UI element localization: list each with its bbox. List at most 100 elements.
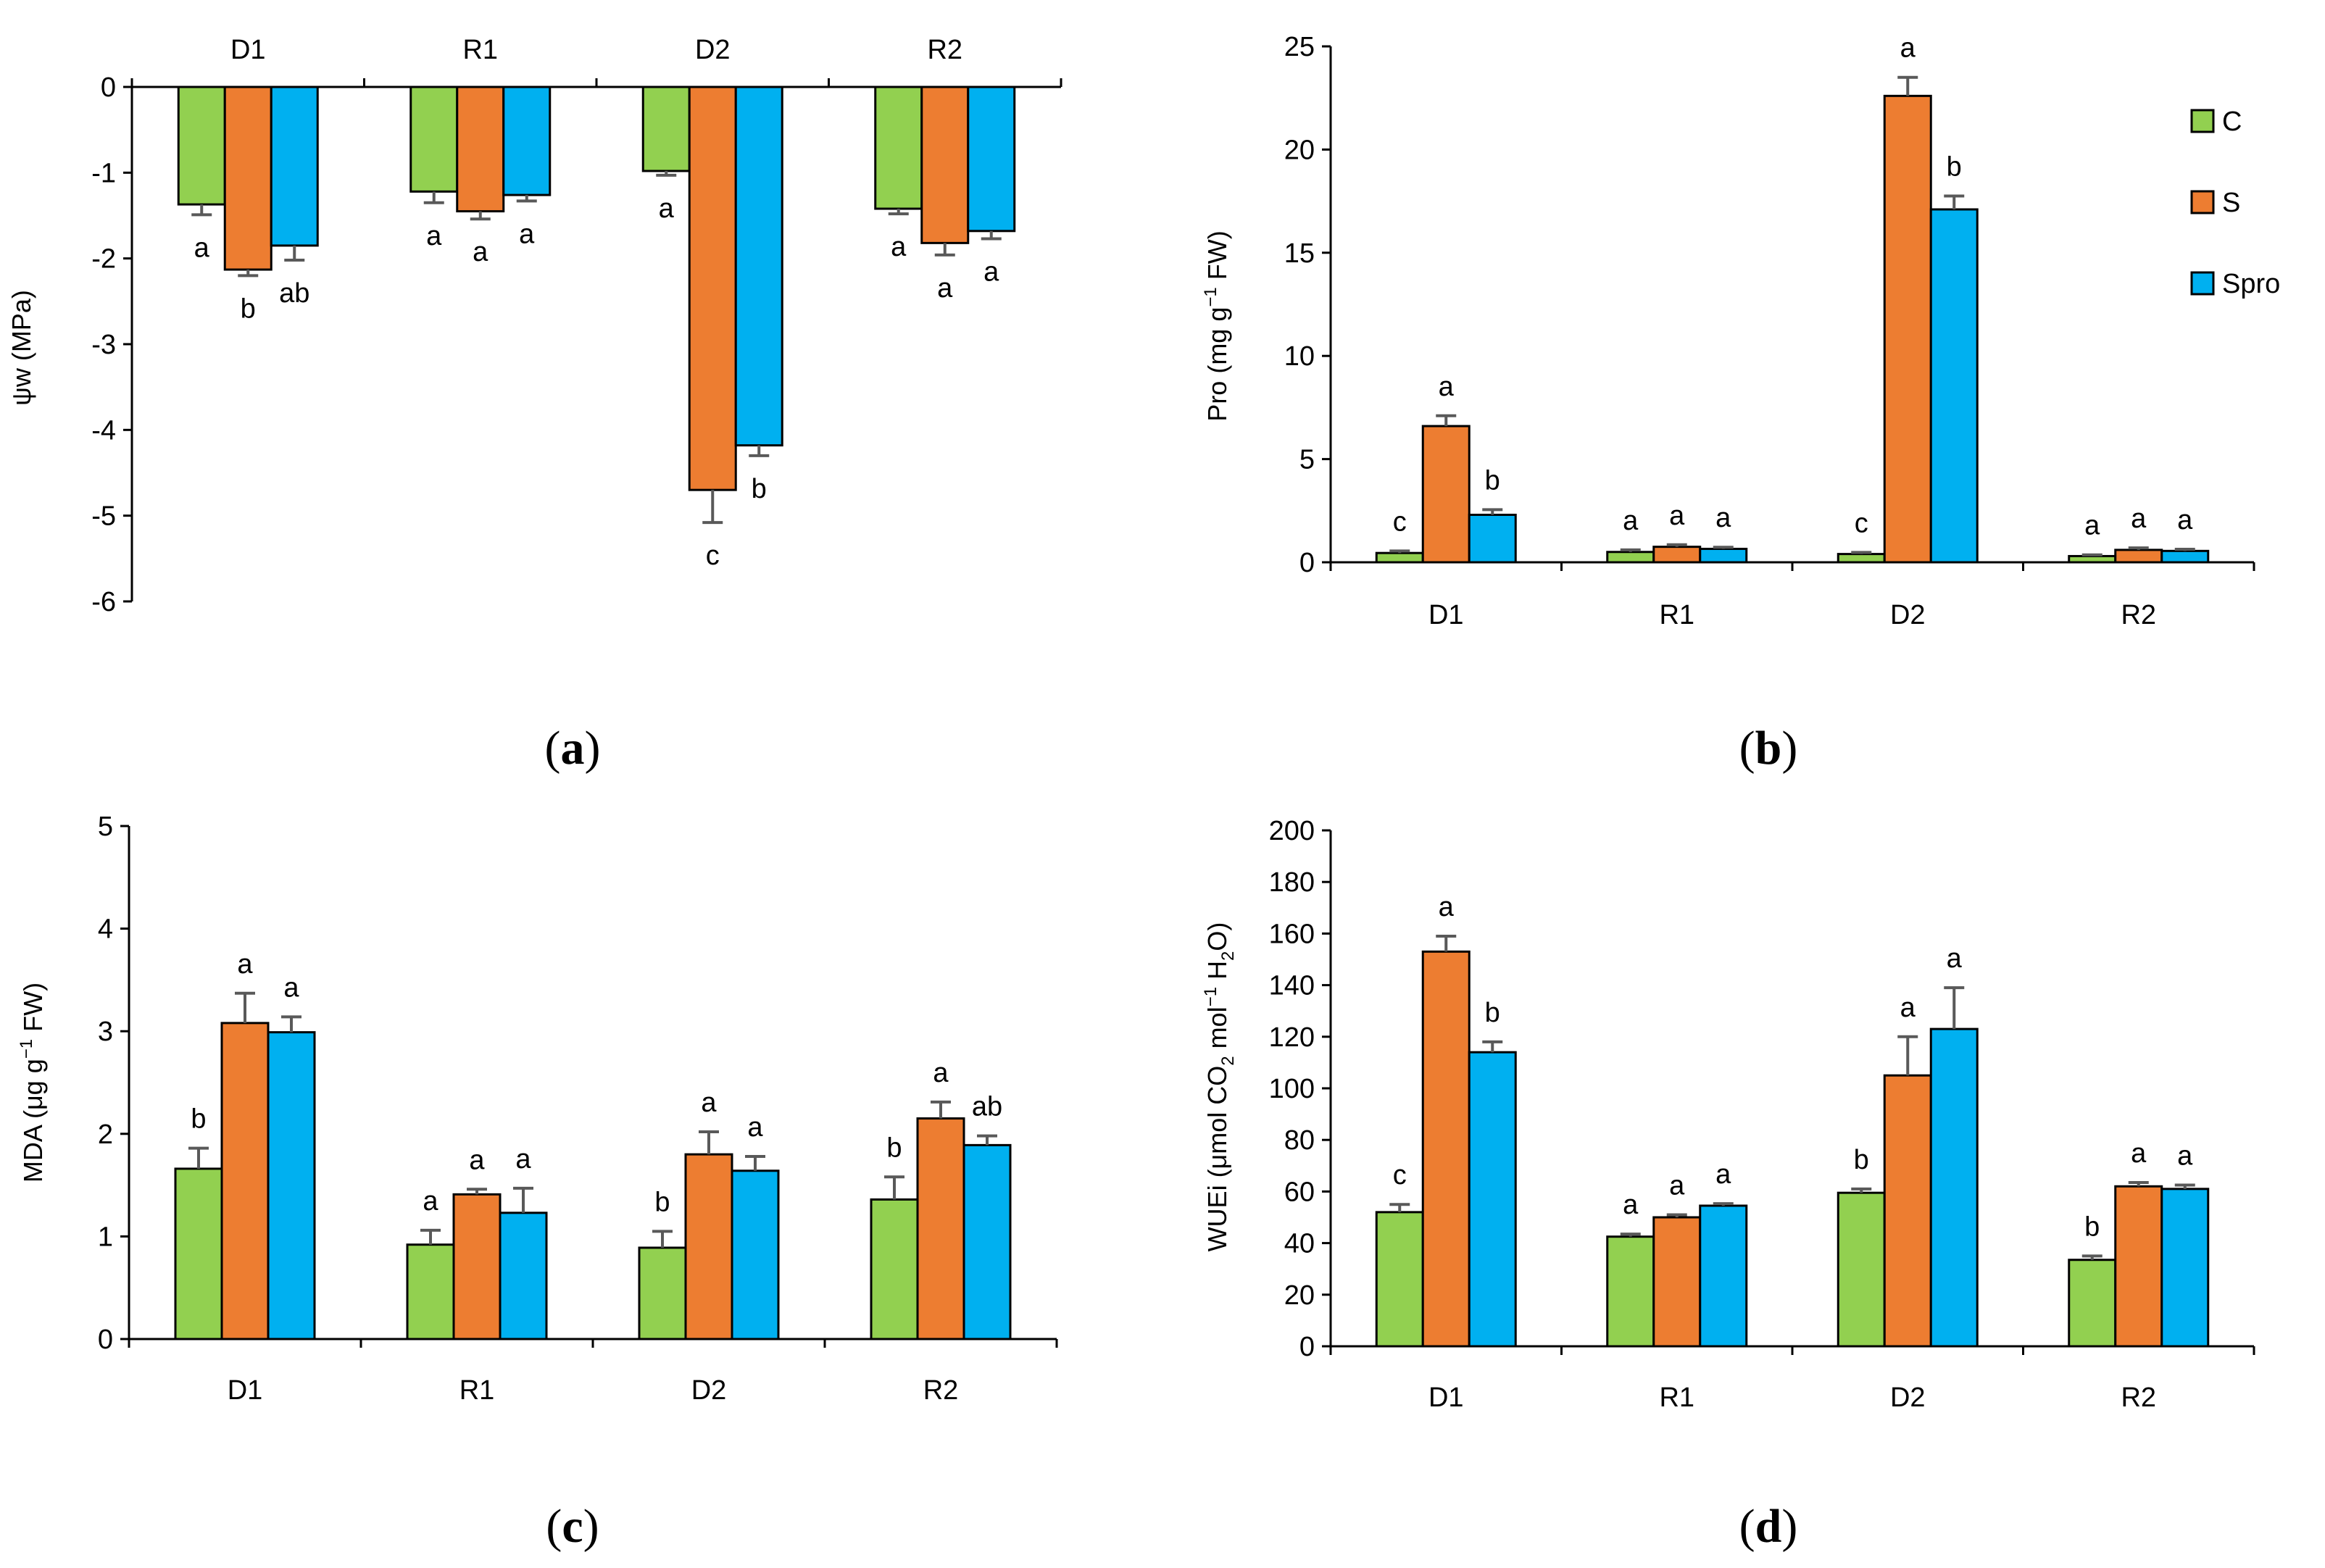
ylabel-c: MDA (μg g−1 FW) (17, 983, 48, 1183)
panel-label-a: (a) (545, 722, 601, 775)
bar-c (1837, 1191, 1886, 1348)
bar-spro (1468, 513, 1517, 564)
significance-letter: b (1485, 465, 1500, 496)
significance-letter: a (1900, 33, 1916, 64)
panel-letter-c: c (562, 1500, 583, 1553)
bar-s (2114, 1185, 2163, 1348)
significance-letter: a (1669, 501, 1685, 531)
bar-c (177, 86, 226, 206)
legend-label-s: S (2222, 188, 2240, 218)
y-tick-label: 60 (1284, 1177, 1315, 1207)
bar-s (452, 1193, 502, 1340)
legend: C S Spro (2190, 107, 2280, 299)
bar-c (1837, 553, 1886, 564)
significance-letter: a (1439, 372, 1455, 402)
bar-spro (967, 86, 1016, 233)
significance-letter: a (983, 257, 999, 287)
bar-s (916, 1117, 965, 1340)
y-tick-label: 0 (1299, 1332, 1315, 1362)
bar-c (406, 1243, 455, 1340)
significance-letter: c (1393, 506, 1407, 537)
bar-s (456, 86, 505, 213)
y-tick-label: 15 (1284, 238, 1315, 269)
significance-letter: a (1669, 1170, 1685, 1201)
significance-letter: b (241, 293, 256, 324)
category-label: R1 (1659, 1383, 1694, 1413)
significance-letter: ab (279, 278, 309, 309)
significance-letter: a (423, 1186, 438, 1217)
bar-s (223, 86, 273, 271)
significance-letter: a (1900, 993, 1916, 1023)
bar-s (1652, 546, 1702, 564)
y-tick-label: 0 (1299, 548, 1315, 578)
y-tick-label: 5 (98, 812, 113, 842)
significance-letter: a (426, 221, 442, 251)
significance-letter: a (194, 233, 210, 263)
category-label: R2 (927, 35, 962, 65)
y-tick-label: 160 (1269, 919, 1315, 949)
category-label: D2 (691, 1375, 727, 1406)
significance-letter: a (1947, 943, 1963, 974)
bar-spro (502, 86, 552, 196)
bar-spro (499, 1212, 548, 1340)
y-tick-label: -6 (91, 587, 116, 617)
bar-spro (1699, 1204, 1748, 1348)
bar-spro (1929, 208, 1979, 564)
y-tick-label: 80 (1284, 1125, 1315, 1156)
panel-letter-a: a (561, 722, 585, 775)
significance-letter: a (937, 273, 953, 304)
category-label: D1 (1428, 600, 1464, 630)
panel-letter-b: b (1755, 722, 1782, 775)
bar-s (1883, 94, 1932, 564)
significance-letter: a (1623, 1190, 1639, 1220)
significance-letter: c (1855, 508, 1868, 538)
significance-letter: b (1485, 998, 1500, 1028)
bar-spro (1929, 1027, 1979, 1348)
panel-label-d: (d) (1739, 1500, 1798, 1553)
significance-letter: c (1393, 1160, 1407, 1190)
significance-letter: a (1715, 1159, 1731, 1190)
bar-s (684, 1153, 733, 1340)
y-tick-label: -3 (91, 330, 116, 360)
bar-c (874, 86, 923, 210)
bar-spro (267, 1031, 316, 1340)
category-label: R2 (2121, 1383, 2156, 1413)
panel-a: ψw (MPa) 0-1-2-3-4-5-6D1 R1 D2 R2a aaabacaab… (7, 35, 1062, 617)
significance-letter: b (886, 1133, 902, 1163)
category-label: R2 (2121, 600, 2156, 630)
bar-s (920, 86, 970, 244)
significance-letter: b (752, 474, 767, 504)
y-tick-label: -1 (91, 158, 116, 188)
bar-spro (1468, 1051, 1517, 1348)
bar-s (2114, 549, 2163, 564)
bar-s (1883, 1074, 1932, 1348)
significance-letter: a (701, 1088, 717, 1118)
category-label: R1 (1659, 600, 1694, 630)
bar-c (638, 1246, 687, 1340)
y-tick-label: 200 (1269, 816, 1315, 846)
category-label: D2 (1890, 600, 1926, 630)
y-tick-label: 10 (1284, 341, 1315, 372)
significance-letter: a (2131, 504, 2147, 534)
significance-letter: a (1623, 506, 1639, 536)
significance-letter: c (706, 541, 720, 571)
category-label: R1 (459, 1375, 495, 1406)
bar-c (641, 86, 691, 172)
y-tick-label: 140 (1269, 971, 1315, 1001)
bar-spro (734, 86, 783, 447)
significance-letter: a (2177, 1141, 2193, 1172)
bar-c (870, 1198, 919, 1340)
significance-letter: ab (972, 1092, 1002, 1122)
bar-s (1421, 950, 1471, 1348)
significance-letter: a (515, 1144, 531, 1175)
y-tick-label: 4 (98, 914, 113, 945)
ylabel-b: Pro (mg g−1 FW) (1201, 230, 1232, 421)
significance-letter: a (2177, 505, 2193, 535)
significance-letter: b (191, 1104, 206, 1135)
bar-spro (962, 1143, 1012, 1340)
significance-letter: a (473, 237, 488, 267)
bar-spro (731, 1169, 780, 1340)
y-tick-label: 25 (1284, 32, 1315, 62)
